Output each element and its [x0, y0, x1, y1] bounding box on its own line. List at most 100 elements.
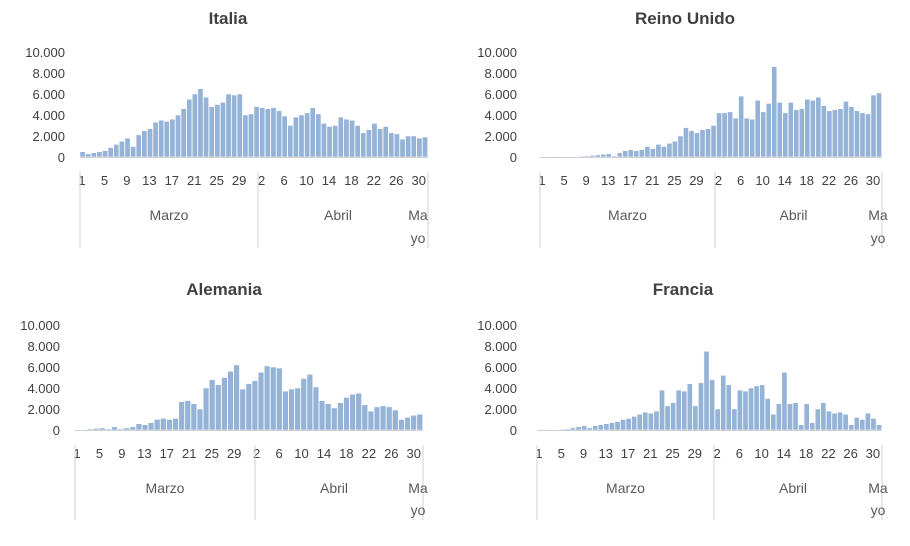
chart-2-bar [141, 424, 149, 431]
chart-2-bar [257, 372, 265, 431]
chart-3-bar [570, 427, 576, 431]
chart-2-bar [398, 419, 405, 431]
chart-3-x-tick-label: 5 [558, 446, 565, 461]
chart-2-bar [294, 387, 301, 431]
chart-3-bar [681, 390, 688, 431]
chart-3-month-label: Marzo [606, 480, 645, 496]
chart-3-bar [586, 427, 593, 431]
chart-1-bar [710, 125, 717, 158]
chart-1-bar [611, 155, 618, 158]
chart-1-x-tick-label: 17 [623, 173, 637, 188]
chart-1-bar [661, 146, 667, 158]
chart-3-bar [620, 419, 626, 431]
chart-1-x-tick-label: 9 [583, 173, 590, 188]
chart-2-month-label: Marzo [146, 480, 185, 496]
chart-3-title: Francia [653, 280, 714, 299]
chart-0-bar [147, 128, 153, 158]
chart-0-title: Italia [209, 9, 248, 28]
chart-2-x-tick-label: 25 [204, 446, 218, 461]
chart-1-y-tick-label: 8.000 [484, 66, 517, 81]
chart-2-bar [337, 402, 344, 431]
chart-3-bar [636, 414, 643, 431]
chart-0-bar [102, 150, 108, 158]
chart-1-bar [804, 99, 811, 158]
chart-2-x-tick-label: 26 [384, 446, 398, 461]
chart-3-y-tick-label: 0 [510, 423, 517, 438]
chart-2-bar [386, 406, 393, 431]
chart-2-title: Alemania [186, 280, 262, 299]
chart-3-y-tick-label: 2.000 [484, 402, 517, 417]
chart-2-bar [239, 388, 246, 431]
chart-2-bar [373, 406, 381, 431]
chart-2-bar [184, 400, 191, 431]
chart-3-bar [709, 379, 715, 431]
chart-0-x-tick-label: 18 [344, 173, 358, 188]
chart-0-bar [349, 120, 355, 158]
chart-1-bar [666, 143, 673, 158]
chart-0-bar [107, 147, 114, 158]
chart-2-bar [245, 383, 252, 431]
chart-3-bar [865, 412, 871, 431]
chart-2-month-label: Ma [408, 480, 428, 496]
chart-3-bar [631, 416, 638, 431]
chart-0-bar [236, 93, 243, 158]
chart-3-bar [659, 389, 665, 431]
chart-2-bar [111, 426, 118, 431]
chart-0-bar [85, 153, 92, 158]
chart-1-bar [771, 66, 778, 158]
chart-2-bar [160, 418, 167, 431]
chart-2-x-tick-label: 18 [339, 446, 353, 461]
chart-0-month-label: Marzo [150, 207, 189, 223]
chart-0-bar [130, 146, 136, 158]
chart-2-bar [221, 377, 228, 431]
chart-3-bar [686, 383, 693, 431]
chart-1-bar [832, 109, 838, 158]
chart-2-bar [135, 423, 143, 431]
chart-2-bar [410, 415, 417, 431]
chart-3-x-tick-label: 18 [799, 446, 813, 461]
chart-0-x-tick-label: 10 [299, 173, 313, 188]
chart-1-bar [843, 101, 849, 158]
chart-3-bar [670, 402, 676, 431]
chart-2-bar [86, 428, 94, 431]
chart-1-bar [583, 155, 590, 158]
chart-0-y-tick-label: 0 [58, 150, 65, 165]
chart-3-x-tick-label: 22 [821, 446, 835, 461]
chart-1-month-label: yo [871, 230, 886, 246]
chart-3-x-tick-label: 14 [777, 446, 791, 461]
chart-1-bar [716, 112, 722, 158]
chart-1-bar [749, 118, 755, 158]
chart-1-bar [826, 110, 833, 158]
chart-0-bar [141, 130, 148, 158]
chart-3-bar [559, 428, 565, 431]
chart-0-bar [276, 110, 282, 158]
chart-1-bar [578, 155, 584, 158]
chart-3-x-tick-label: 29 [688, 446, 702, 461]
chart-1-x-tick-label: 1 [538, 173, 545, 188]
chart-2-x-tick-label: 10 [294, 446, 308, 461]
chart-0-y-tick-label: 2.000 [32, 129, 65, 144]
chart-0-bar [394, 133, 400, 158]
chart-1-bar [870, 94, 877, 158]
chart-2-bar [123, 427, 130, 431]
chart-2-x-tick-label: 2 [253, 446, 260, 461]
chart-1-bar [837, 108, 844, 158]
chart-2-bar [312, 386, 320, 431]
chart-3-bar [820, 402, 827, 431]
chart-3-x-tick-label: 30 [866, 446, 880, 461]
chart-1-bar [876, 92, 882, 158]
chart-1-bar [854, 110, 860, 158]
chart-2-bar [190, 403, 197, 431]
chart-1-bar [743, 117, 750, 158]
chart-1-bar [639, 149, 645, 158]
chart-3-x-tick-label: 17 [621, 446, 635, 461]
chart-0-bar [197, 88, 204, 158]
chart-2-y-tick-label: 6.000 [27, 360, 60, 375]
chart-0-bar [119, 141, 125, 158]
chart-3-bar [564, 428, 571, 431]
chart-2-bar [233, 364, 240, 431]
chart-2-bar [282, 390, 289, 431]
chart-1-bar [644, 146, 651, 158]
chart-0-bar [337, 116, 344, 158]
chart-2-bar [355, 393, 362, 431]
